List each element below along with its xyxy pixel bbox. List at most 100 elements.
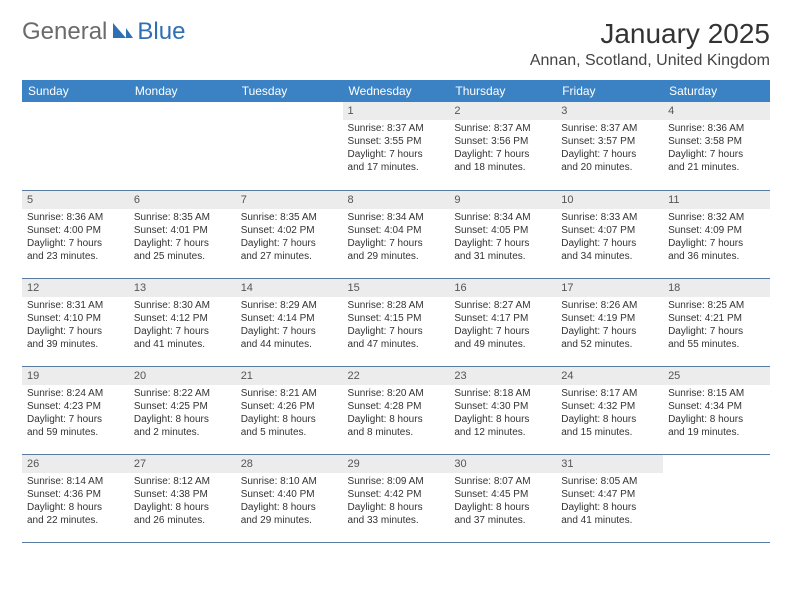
day-number: 10	[556, 191, 663, 209]
day-number: 9	[449, 191, 556, 209]
weekday-header: Friday	[556, 80, 663, 102]
day-line-ss: Sunset: 4:42 PM	[348, 488, 445, 501]
day-line-d2: and 29 minutes.	[348, 250, 445, 263]
day-line-ss: Sunset: 4:04 PM	[348, 224, 445, 237]
day-line-d2: and 17 minutes.	[348, 161, 445, 174]
month-title: January 2025	[530, 18, 770, 50]
day-data: Sunrise: 8:14 AMSunset: 4:36 PMDaylight:…	[22, 473, 129, 531]
calendar-cell: 11Sunrise: 8:32 AMSunset: 4:09 PMDayligh…	[663, 190, 770, 278]
day-line-sr: Sunrise: 8:09 AM	[348, 475, 445, 488]
day-line-d1: Daylight: 7 hours	[454, 325, 551, 338]
calendar-cell: 28Sunrise: 8:10 AMSunset: 4:40 PMDayligh…	[236, 454, 343, 542]
day-line-ss: Sunset: 4:10 PM	[27, 312, 124, 325]
day-data: Sunrise: 8:05 AMSunset: 4:47 PMDaylight:…	[556, 473, 663, 531]
day-line-ss: Sunset: 4:17 PM	[454, 312, 551, 325]
day-data: Sunrise: 8:07 AMSunset: 4:45 PMDaylight:…	[449, 473, 556, 531]
day-data: Sunrise: 8:12 AMSunset: 4:38 PMDaylight:…	[129, 473, 236, 531]
day-number: 5	[22, 191, 129, 209]
calendar-cell: 12Sunrise: 8:31 AMSunset: 4:10 PMDayligh…	[22, 278, 129, 366]
day-line-ss: Sunset: 4:38 PM	[134, 488, 231, 501]
day-line-sr: Sunrise: 8:24 AM	[27, 387, 124, 400]
weekday-header: Sunday	[22, 80, 129, 102]
day-line-sr: Sunrise: 8:26 AM	[561, 299, 658, 312]
day-line-sr: Sunrise: 8:14 AM	[27, 475, 124, 488]
calendar-cell: 13Sunrise: 8:30 AMSunset: 4:12 PMDayligh…	[129, 278, 236, 366]
day-number: 15	[343, 279, 450, 297]
day-line-d2: and 34 minutes.	[561, 250, 658, 263]
day-line-d2: and 23 minutes.	[27, 250, 124, 263]
day-line-ss: Sunset: 4:25 PM	[134, 400, 231, 413]
day-line-d2: and 52 minutes.	[561, 338, 658, 351]
calendar-cell	[129, 102, 236, 190]
day-line-sr: Sunrise: 8:34 AM	[348, 211, 445, 224]
calendar-cell: 9Sunrise: 8:34 AMSunset: 4:05 PMDaylight…	[449, 190, 556, 278]
day-line-d2: and 25 minutes.	[134, 250, 231, 263]
calendar-cell: 21Sunrise: 8:21 AMSunset: 4:26 PMDayligh…	[236, 366, 343, 454]
calendar-cell: 18Sunrise: 8:25 AMSunset: 4:21 PMDayligh…	[663, 278, 770, 366]
logo: General Blue	[22, 18, 185, 46]
day-data: Sunrise: 8:27 AMSunset: 4:17 PMDaylight:…	[449, 297, 556, 355]
day-data: Sunrise: 8:35 AMSunset: 4:02 PMDaylight:…	[236, 209, 343, 267]
day-line-d2: and 12 minutes.	[454, 426, 551, 439]
day-number: 29	[343, 455, 450, 473]
day-data: Sunrise: 8:25 AMSunset: 4:21 PMDaylight:…	[663, 297, 770, 355]
day-line-ss: Sunset: 4:47 PM	[561, 488, 658, 501]
day-line-sr: Sunrise: 8:33 AM	[561, 211, 658, 224]
day-line-d1: Daylight: 8 hours	[454, 501, 551, 514]
calendar-week-row: 19Sunrise: 8:24 AMSunset: 4:23 PMDayligh…	[22, 366, 770, 454]
day-line-d1: Daylight: 8 hours	[561, 413, 658, 426]
day-line-ss: Sunset: 4:15 PM	[348, 312, 445, 325]
day-line-ss: Sunset: 4:09 PM	[668, 224, 765, 237]
day-data: Sunrise: 8:20 AMSunset: 4:28 PMDaylight:…	[343, 385, 450, 443]
day-line-d2: and 20 minutes.	[561, 161, 658, 174]
weekday-header: Wednesday	[343, 80, 450, 102]
day-data: Sunrise: 8:21 AMSunset: 4:26 PMDaylight:…	[236, 385, 343, 443]
day-line-ss: Sunset: 4:01 PM	[134, 224, 231, 237]
day-line-d1: Daylight: 8 hours	[241, 501, 338, 514]
day-data: Sunrise: 8:37 AMSunset: 3:56 PMDaylight:…	[449, 120, 556, 178]
calendar-table: SundayMondayTuesdayWednesdayThursdayFrid…	[22, 80, 770, 543]
title-block: January 2025 Annan, Scotland, United Kin…	[530, 18, 770, 70]
day-line-d2: and 15 minutes.	[561, 426, 658, 439]
day-data: Sunrise: 8:35 AMSunset: 4:01 PMDaylight:…	[129, 209, 236, 267]
day-data: Sunrise: 8:34 AMSunset: 4:05 PMDaylight:…	[449, 209, 556, 267]
day-line-d2: and 5 minutes.	[241, 426, 338, 439]
day-line-d1: Daylight: 8 hours	[668, 413, 765, 426]
calendar-body: 1Sunrise: 8:37 AMSunset: 3:55 PMDaylight…	[22, 102, 770, 542]
day-data: Sunrise: 8:30 AMSunset: 4:12 PMDaylight:…	[129, 297, 236, 355]
weekday-header-row: SundayMondayTuesdayWednesdayThursdayFrid…	[22, 80, 770, 102]
day-line-d1: Daylight: 7 hours	[454, 237, 551, 250]
day-line-d2: and 18 minutes.	[454, 161, 551, 174]
day-line-d1: Daylight: 7 hours	[348, 237, 445, 250]
day-line-d2: and 27 minutes.	[241, 250, 338, 263]
day-data: Sunrise: 8:36 AMSunset: 4:00 PMDaylight:…	[22, 209, 129, 267]
day-number: 26	[22, 455, 129, 473]
day-number: 23	[449, 367, 556, 385]
weekday-header: Monday	[129, 80, 236, 102]
day-line-sr: Sunrise: 8:36 AM	[27, 211, 124, 224]
day-line-d1: Daylight: 7 hours	[668, 148, 765, 161]
calendar-week-row: 5Sunrise: 8:36 AMSunset: 4:00 PMDaylight…	[22, 190, 770, 278]
day-line-ss: Sunset: 4:05 PM	[454, 224, 551, 237]
calendar-cell: 8Sunrise: 8:34 AMSunset: 4:04 PMDaylight…	[343, 190, 450, 278]
day-data: Sunrise: 8:22 AMSunset: 4:25 PMDaylight:…	[129, 385, 236, 443]
day-line-ss: Sunset: 4:00 PM	[27, 224, 124, 237]
day-line-sr: Sunrise: 8:28 AM	[348, 299, 445, 312]
day-number: 16	[449, 279, 556, 297]
calendar-cell: 20Sunrise: 8:22 AMSunset: 4:25 PMDayligh…	[129, 366, 236, 454]
day-line-ss: Sunset: 4:21 PM	[668, 312, 765, 325]
day-data: Sunrise: 8:17 AMSunset: 4:32 PMDaylight:…	[556, 385, 663, 443]
calendar-cell: 1Sunrise: 8:37 AMSunset: 3:55 PMDaylight…	[343, 102, 450, 190]
calendar-week-row: 12Sunrise: 8:31 AMSunset: 4:10 PMDayligh…	[22, 278, 770, 366]
calendar-cell	[663, 454, 770, 542]
day-line-ss: Sunset: 4:30 PM	[454, 400, 551, 413]
day-line-d2: and 26 minutes.	[134, 514, 231, 527]
day-line-ss: Sunset: 4:19 PM	[561, 312, 658, 325]
day-line-ss: Sunset: 4:45 PM	[454, 488, 551, 501]
day-number: 25	[663, 367, 770, 385]
day-data: Sunrise: 8:24 AMSunset: 4:23 PMDaylight:…	[22, 385, 129, 443]
day-line-ss: Sunset: 4:26 PM	[241, 400, 338, 413]
day-line-d2: and 31 minutes.	[454, 250, 551, 263]
calendar-cell: 27Sunrise: 8:12 AMSunset: 4:38 PMDayligh…	[129, 454, 236, 542]
day-data: Sunrise: 8:36 AMSunset: 3:58 PMDaylight:…	[663, 120, 770, 178]
